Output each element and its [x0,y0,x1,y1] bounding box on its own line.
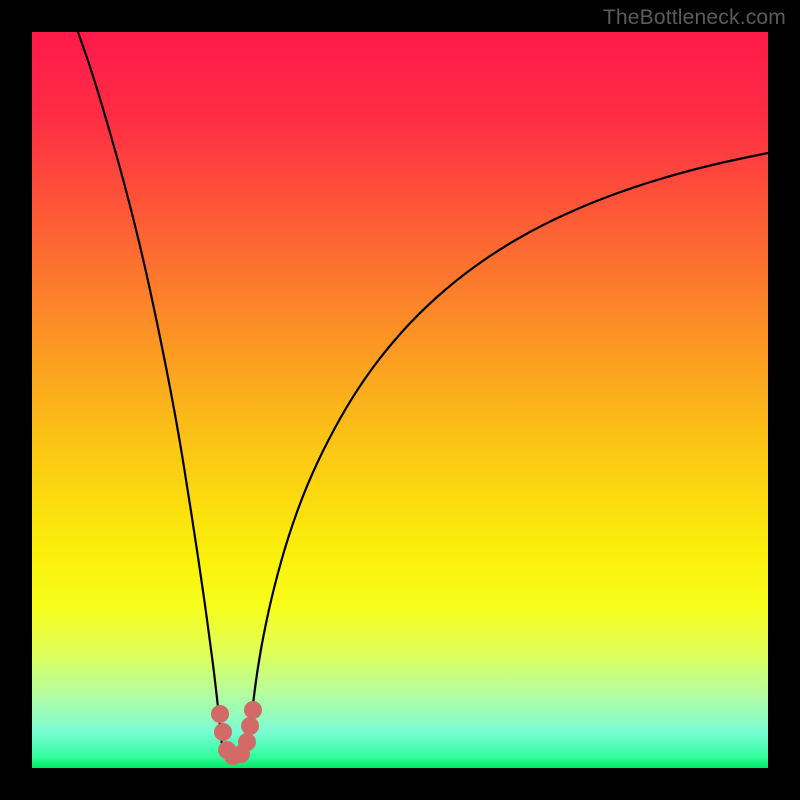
plot-area [32,32,768,768]
trough-marker [214,723,232,741]
trough-marker [238,733,256,751]
chart-svg [32,32,768,768]
trough-marker [211,705,229,723]
gradient-background [32,32,768,768]
chart-frame: TheBottleneck.com [0,0,800,800]
trough-marker [244,701,262,719]
trough-marker [241,717,259,735]
watermark-text: TheBottleneck.com [603,6,786,30]
